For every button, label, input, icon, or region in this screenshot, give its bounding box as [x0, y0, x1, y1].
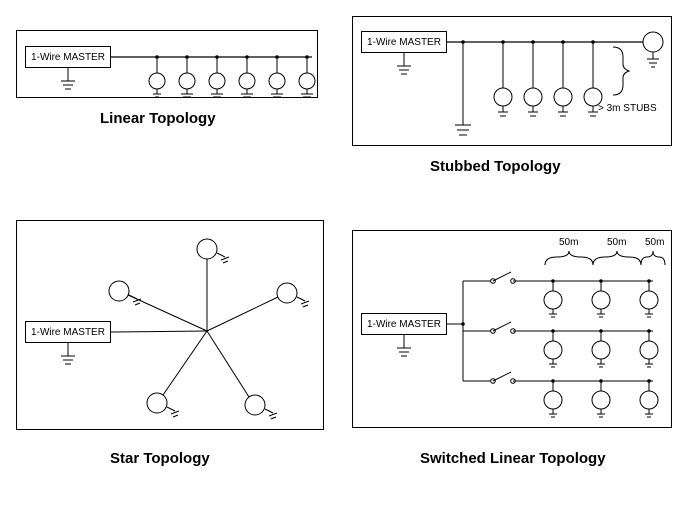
- star-topology-panel: 1-Wire MASTER: [16, 220, 324, 430]
- star-node: [109, 281, 141, 305]
- stub-nodes: [494, 40, 602, 116]
- brace-icon: [613, 47, 629, 95]
- branch-row: [463, 372, 658, 417]
- star-node: [245, 395, 277, 419]
- long-ground: [455, 40, 471, 135]
- dist-label: 50m: [607, 237, 626, 248]
- bus-nodes: [149, 55, 315, 97]
- dist-label: 50m: [559, 237, 578, 248]
- stubbed-caption: Stubbed Topology: [430, 158, 561, 175]
- star-node: [147, 393, 179, 417]
- ground-symbol: [61, 68, 75, 89]
- star-node: [197, 239, 229, 263]
- linear-caption: Linear Topology: [100, 110, 216, 127]
- master-label: 1-Wire MASTER: [31, 52, 105, 63]
- dist-label: 50m: [645, 237, 664, 248]
- distance-braces: [545, 251, 665, 265]
- ground-symbol: [61, 343, 75, 364]
- star-caption: Star Topology: [110, 450, 210, 467]
- master-box: 1-Wire MASTER: [361, 313, 447, 335]
- branch-row: [463, 272, 658, 317]
- master-box: 1-Wire MASTER: [25, 321, 111, 343]
- master-label: 1-Wire MASTER: [31, 327, 105, 338]
- switched-topology-panel: 1-Wire MASTER 50m 50m 50m: [352, 230, 672, 428]
- linear-topology-panel: 1-Wire MASTER: [16, 30, 318, 98]
- stubs-note: > 3m STUBS: [598, 103, 657, 114]
- master-label: 1-Wire MASTER: [367, 37, 441, 48]
- stubbed-topology-panel: 1-Wire MASTER > 3m STUBS: [352, 16, 672, 146]
- master-box: 1-Wire MASTER: [25, 46, 111, 68]
- ground-symbol: [397, 53, 411, 74]
- star-node: [277, 283, 309, 307]
- master-label: 1-Wire MASTER: [367, 319, 441, 330]
- switched-caption: Switched Linear Topology: [420, 450, 606, 467]
- master-box: 1-Wire MASTER: [361, 31, 447, 53]
- ground-symbol: [397, 335, 411, 356]
- branch-row: [463, 322, 658, 367]
